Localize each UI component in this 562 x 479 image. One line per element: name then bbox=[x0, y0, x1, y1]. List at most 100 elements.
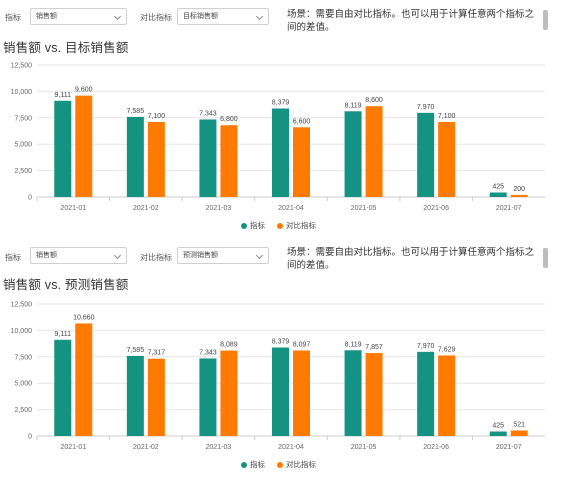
scenario-note: 场景：需要自由对比指标。也可以用于计算任意两个指标之间的差值。 bbox=[287, 247, 535, 271]
y-tick-label: 2,500 bbox=[14, 168, 32, 175]
data-label: 7,970 bbox=[417, 343, 435, 350]
bar bbox=[126, 116, 144, 197]
data-label: 7,585 bbox=[127, 347, 145, 354]
y-tick-label: 7,500 bbox=[14, 354, 32, 361]
bar-chart: 0 2,500 5,000 7,500 10,000 12,500 2021-01 9,111… bbox=[11, 63, 545, 212]
metric-select-value: 销售额 bbox=[36, 252, 57, 259]
compare-label: 对比指标 bbox=[140, 253, 172, 262]
chart-title: 销售额 vs. 目标销售额 bbox=[3, 41, 129, 55]
bar bbox=[293, 127, 310, 197]
y-tick-label: 5,000 bbox=[14, 381, 32, 388]
bar bbox=[365, 353, 383, 436]
bar bbox=[489, 192, 507, 197]
data-label: 7,100 bbox=[148, 113, 166, 120]
bar bbox=[272, 347, 289, 436]
compare-select-value: 预测销售额 bbox=[183, 252, 218, 259]
chevron-down-icon bbox=[255, 12, 264, 21]
chart-panel-sales-vs-target: 指标 销售额 对比指标 目标销售额 场景：需要自由对比指标。也可以用于计算任意两… bbox=[0, 0, 562, 238]
x-tick-label: 2021-06 bbox=[423, 444, 449, 451]
bar bbox=[417, 351, 435, 436]
compare-select[interactable]: 预测销售额 bbox=[177, 247, 269, 264]
data-label: 9,111 bbox=[55, 331, 72, 338]
y-tick-label: 12,500 bbox=[11, 63, 33, 70]
x-tick-label: 2021-05 bbox=[351, 444, 377, 451]
data-label: 8,379 bbox=[272, 339, 290, 346]
data-label: 7,317 bbox=[148, 350, 166, 357]
bar bbox=[417, 112, 435, 197]
chevron-down-icon bbox=[113, 251, 122, 260]
bar bbox=[365, 106, 383, 197]
bar bbox=[220, 125, 238, 197]
x-tick-label: 2021-07 bbox=[496, 205, 522, 212]
legend-dot-icon bbox=[241, 222, 247, 229]
legend-dot-icon bbox=[277, 461, 283, 468]
x-tick-label: 2021-04 bbox=[278, 205, 304, 212]
legend-label: 指标 bbox=[250, 460, 265, 469]
chart-legend: 指标 对比指标 bbox=[241, 220, 316, 231]
metric-select[interactable]: 销售额 bbox=[30, 8, 127, 25]
legend-label: 对比指标 bbox=[286, 460, 316, 469]
bar bbox=[199, 358, 217, 436]
compare-label: 对比指标 bbox=[140, 13, 172, 22]
note-scrollbar[interactable] bbox=[543, 248, 548, 268]
x-tick-label: 2021-03 bbox=[206, 444, 232, 451]
y-tick-label: 10,000 bbox=[11, 328, 33, 335]
bar bbox=[438, 355, 456, 436]
y-tick-label: 10,000 bbox=[11, 89, 33, 96]
data-label: 8,119 bbox=[345, 102, 362, 109]
data-label: 7,585 bbox=[127, 108, 145, 115]
bar bbox=[510, 194, 528, 197]
bar bbox=[489, 431, 507, 436]
data-label: 7,343 bbox=[199, 349, 217, 356]
bar bbox=[344, 350, 362, 436]
chart-title: 销售额 vs. 预测销售额 bbox=[3, 278, 129, 292]
data-label: 425 bbox=[492, 423, 504, 430]
data-label: 6,600 bbox=[293, 118, 311, 125]
chart-panel-sales-vs-forecast: 指标 销售额 对比指标 预测销售额 场景：需要自由对比指标。也可以用于计算任意两… bbox=[0, 241, 562, 479]
x-tick-label: 2021-02 bbox=[133, 444, 159, 451]
metric-select-value: 销售额 bbox=[36, 13, 57, 20]
legend-label: 指标 bbox=[250, 221, 265, 230]
y-tick-label: 5,000 bbox=[14, 142, 32, 149]
compare-select[interactable]: 目标销售额 bbox=[177, 8, 269, 25]
bar bbox=[293, 350, 310, 436]
y-tick-label: 0 bbox=[28, 434, 32, 441]
legend-item-compare[interactable]: 对比指标 bbox=[277, 220, 316, 231]
data-label: 8,097 bbox=[293, 341, 311, 348]
chart-legend: 指标 对比指标 bbox=[241, 459, 316, 470]
metric-label: 指标 bbox=[5, 13, 21, 22]
y-tick-label: 2,500 bbox=[14, 407, 32, 414]
bar bbox=[54, 339, 72, 436]
x-tick-label: 2021-06 bbox=[423, 205, 449, 212]
metric-select[interactable]: 销售额 bbox=[30, 247, 127, 264]
bar bbox=[199, 119, 217, 197]
legend-item-compare[interactable]: 对比指标 bbox=[277, 459, 316, 470]
legend-item-metric[interactable]: 指标 bbox=[241, 459, 265, 470]
bar bbox=[75, 323, 93, 436]
bar bbox=[126, 355, 144, 436]
bar bbox=[272, 108, 289, 197]
legend-item-metric[interactable]: 指标 bbox=[241, 220, 265, 231]
x-tick-label: 2021-07 bbox=[496, 444, 522, 451]
bar bbox=[344, 111, 362, 197]
y-tick-label: 7,500 bbox=[14, 115, 32, 122]
bar bbox=[510, 430, 528, 436]
data-label: 9,111 bbox=[55, 92, 72, 99]
data-label: 10,660 bbox=[73, 314, 95, 321]
legend-label: 对比指标 bbox=[286, 221, 316, 230]
legend-dot-icon bbox=[277, 222, 283, 229]
y-tick-label: 0 bbox=[28, 195, 32, 202]
data-label: 425 bbox=[492, 184, 504, 191]
y-tick-label: 12,500 bbox=[11, 302, 33, 309]
metric-label: 指标 bbox=[5, 253, 21, 262]
bar bbox=[54, 100, 72, 197]
chevron-down-icon bbox=[255, 251, 264, 260]
bar bbox=[220, 350, 238, 436]
data-label: 200 bbox=[513, 186, 525, 193]
bar bbox=[438, 122, 456, 197]
data-label: 7,629 bbox=[438, 346, 456, 353]
data-label: 7,970 bbox=[417, 104, 435, 111]
x-tick-label: 2021-01 bbox=[60, 205, 86, 212]
data-label: 7,100 bbox=[438, 113, 456, 120]
note-scrollbar[interactable] bbox=[543, 10, 548, 30]
